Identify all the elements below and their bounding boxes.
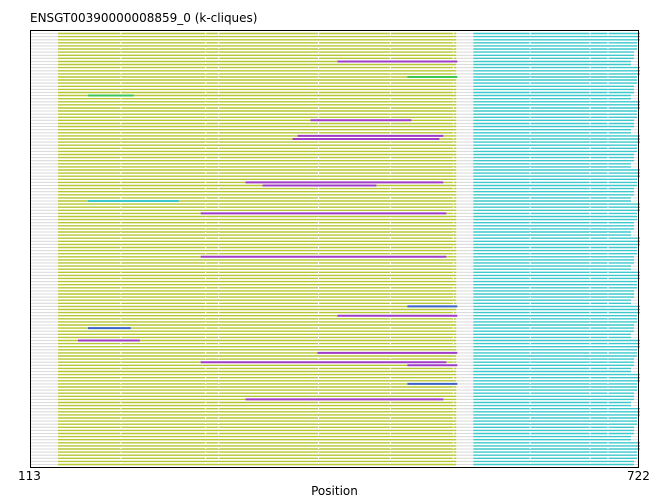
x-axis-label: Position — [311, 484, 358, 498]
x-axis-min-label: 113 — [18, 469, 41, 483]
chart-title: ENSGT00390000008859_0 (k-cliques) — [30, 11, 258, 25]
x-axis-max-label: 722 — [627, 469, 650, 483]
plot-frame — [30, 30, 639, 468]
track-layer — [30, 32, 640, 466]
highlight-layer — [77, 60, 458, 401]
